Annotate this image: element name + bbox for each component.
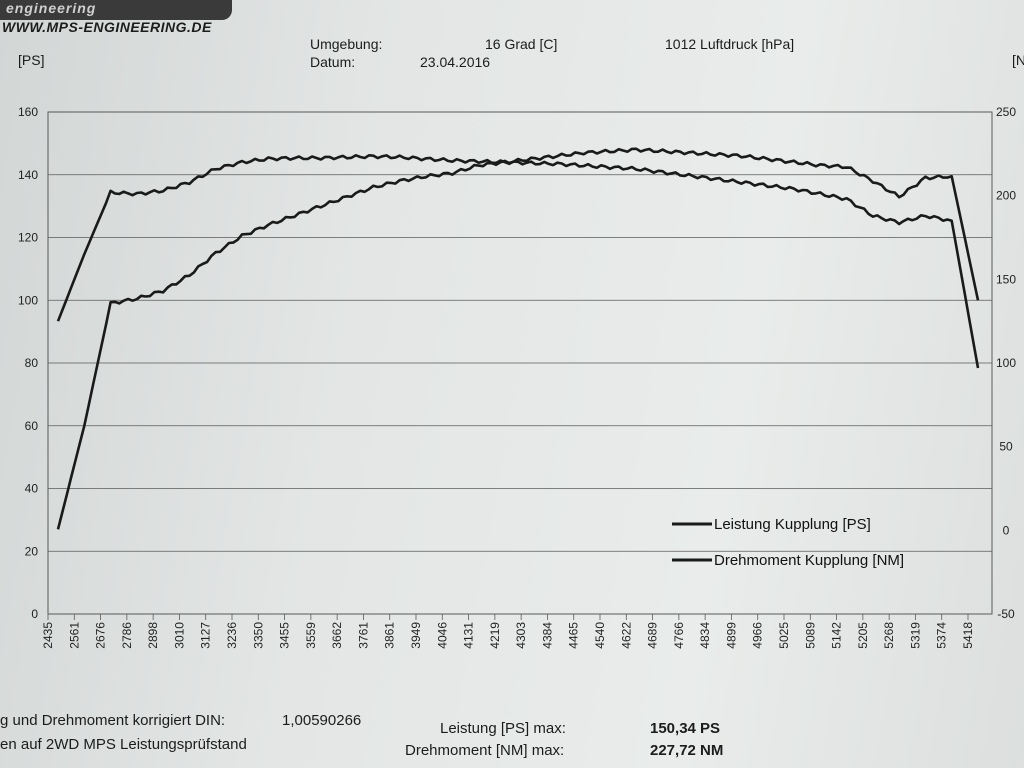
x-tick-label: 4046 [435, 622, 449, 649]
company-url: WWW.MPS-ENGINEERING.DE [2, 19, 212, 35]
y-tick-label: 40 [25, 482, 39, 496]
din-correction-label: g und Drehmoment korrigiert DIN: [0, 712, 226, 729]
y2-tick-label: -50 [997, 607, 1015, 621]
x-tick-label: 4384 [540, 622, 554, 649]
date-value: 23.04.2016 [420, 54, 491, 70]
x-tick-label: 4219 [488, 622, 502, 649]
x-tick-label: 5205 [856, 622, 870, 649]
temperature-value: 16 Grad [C] [485, 36, 558, 52]
datum-label: Datum: [310, 54, 356, 70]
x-tick-label: 5025 [777, 622, 791, 649]
x-tick-label: 3455 [278, 622, 292, 649]
y-tick-label: 20 [25, 544, 39, 558]
series-line-drehmoment [56, 154, 980, 369]
x-tick-label: 2435 [41, 622, 55, 649]
right-axis-unit: [N [1012, 52, 1024, 68]
power-max-value: 150,34 PS [650, 720, 721, 737]
y-tick-label: 80 [25, 356, 39, 370]
y2-tick-label: 100 [996, 356, 1016, 370]
x-tick-label: 3761 [356, 622, 370, 649]
torque-max-value: 227,72 NM [650, 742, 724, 759]
y-tick-label: 120 [18, 231, 38, 245]
company-logo: engineering [0, 0, 232, 20]
x-tick-label: 5142 [830, 622, 844, 649]
umgebung-label: Umgebung: [310, 36, 383, 52]
x-tick-label: 5268 [882, 622, 896, 649]
x-tick-label: 3949 [409, 622, 423, 649]
x-tick-label: 4834 [698, 622, 712, 649]
x-tick-label: 2561 [67, 622, 81, 649]
x-tick-label: 4622 [619, 622, 633, 649]
x-tick-label: 3010 [172, 622, 186, 649]
x-tick-label: 2786 [120, 622, 134, 649]
y2-tick-label: 150 [996, 272, 1016, 286]
y-tick-label: 140 [18, 168, 38, 182]
x-tick-label: 4966 [751, 622, 765, 649]
x-tick-label: 2898 [146, 622, 160, 649]
pressure-value: 1012 Luftdruck [hPa] [665, 36, 795, 52]
x-tick-label: 4540 [593, 622, 607, 649]
dyno-description: en auf 2WD MPS Leistungsprüfstand [0, 736, 247, 753]
x-tick-label: 4131 [462, 622, 476, 649]
series-line-leistung [56, 147, 980, 530]
x-tick-label: 2676 [94, 622, 108, 649]
x-tick-label: 3236 [225, 622, 239, 649]
din-factor-value: 1,00590266 [282, 712, 362, 729]
y2-tick-label: 0 [1003, 523, 1010, 537]
y-tick-label: 0 [31, 607, 38, 621]
x-tick-label: 3861 [383, 622, 397, 649]
y-tick-label: 100 [18, 293, 38, 307]
torque-max-label: Drehmoment [NM] max: [405, 742, 565, 759]
legend-label: Drehmoment Kupplung [NM] [714, 552, 904, 569]
y2-tick-label: 200 [996, 189, 1016, 203]
x-tick-label: 5089 [803, 622, 817, 649]
logo-text: engineering [6, 0, 97, 16]
x-tick-label: 4899 [724, 622, 738, 649]
y-tick-label: 160 [18, 105, 38, 119]
left-axis-unit: [PS] [18, 52, 45, 68]
x-tick-label: 4465 [567, 622, 581, 649]
y2-tick-label: 250 [996, 105, 1016, 119]
x-tick-label: 5418 [961, 622, 975, 649]
x-tick-label: 4303 [514, 622, 528, 649]
x-tick-label: 5374 [935, 622, 949, 649]
power-max-label: Leistung [PS] max: [440, 720, 566, 737]
y2-tick-label: 50 [999, 440, 1013, 454]
x-tick-label: 3559 [304, 622, 318, 649]
x-tick-label: 4766 [672, 622, 686, 649]
legend-label: Leistung Kupplung [PS] [714, 516, 871, 533]
x-tick-label: 3662 [330, 622, 344, 649]
x-tick-label: 5319 [908, 622, 922, 649]
x-tick-label: 3350 [251, 622, 265, 649]
y-tick-label: 60 [25, 419, 39, 433]
x-tick-label: 3127 [199, 622, 213, 649]
x-tick-label: 4689 [646, 622, 660, 649]
